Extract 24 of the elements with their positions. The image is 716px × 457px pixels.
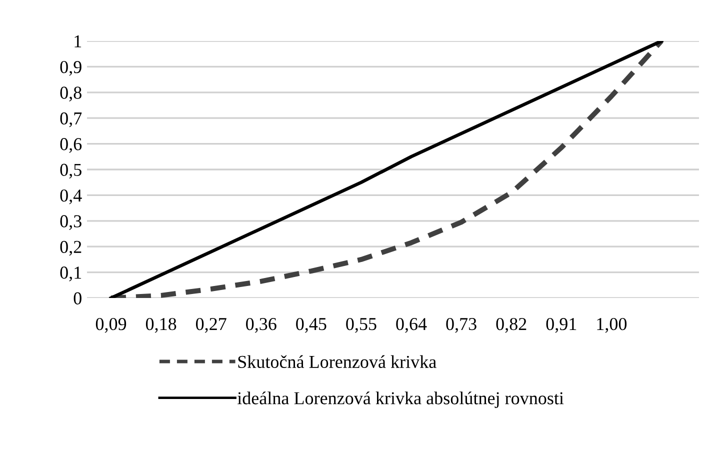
y-tick-label: 0,1	[60, 266, 82, 282]
x-tick-label: 0,18	[146, 318, 176, 333]
y-tick-label: 0,8	[60, 86, 82, 102]
y-tick-label: 0,2	[60, 240, 82, 256]
y-tick-label: 0,7	[60, 112, 82, 128]
y-tick-label: 0,9	[60, 60, 82, 76]
x-tick-label: 0,45	[296, 318, 326, 333]
y-tick-label: 0,5	[60, 164, 82, 179]
x-tick-label: 0,09	[96, 318, 126, 333]
y-tick-label: 0,3	[60, 215, 82, 230]
x-tick-label: 0,82	[496, 318, 526, 333]
x-tick-label: 0,91	[546, 318, 576, 333]
x-tick-label: 1,00	[597, 318, 627, 333]
y-tick-label: 1	[74, 35, 82, 48]
x-tick-label: 0,27	[196, 318, 226, 333]
x-tick-label: 0,36	[246, 318, 276, 333]
legend-label: ideálna Lorenzová krivka absolútnej rovnosti	[237, 392, 564, 408]
x-tick-label: 0,64	[396, 318, 427, 333]
x-tick-label: 0,73	[446, 318, 476, 333]
legend-label: Skutočná Lorenzová krivka	[238, 355, 436, 368]
y-tick-label: 0	[74, 292, 82, 304]
y-tick-label: 0,4	[60, 189, 82, 204]
x-tick-label: 0,55	[346, 318, 376, 333]
y-tick-label: 0,6	[60, 138, 82, 153]
